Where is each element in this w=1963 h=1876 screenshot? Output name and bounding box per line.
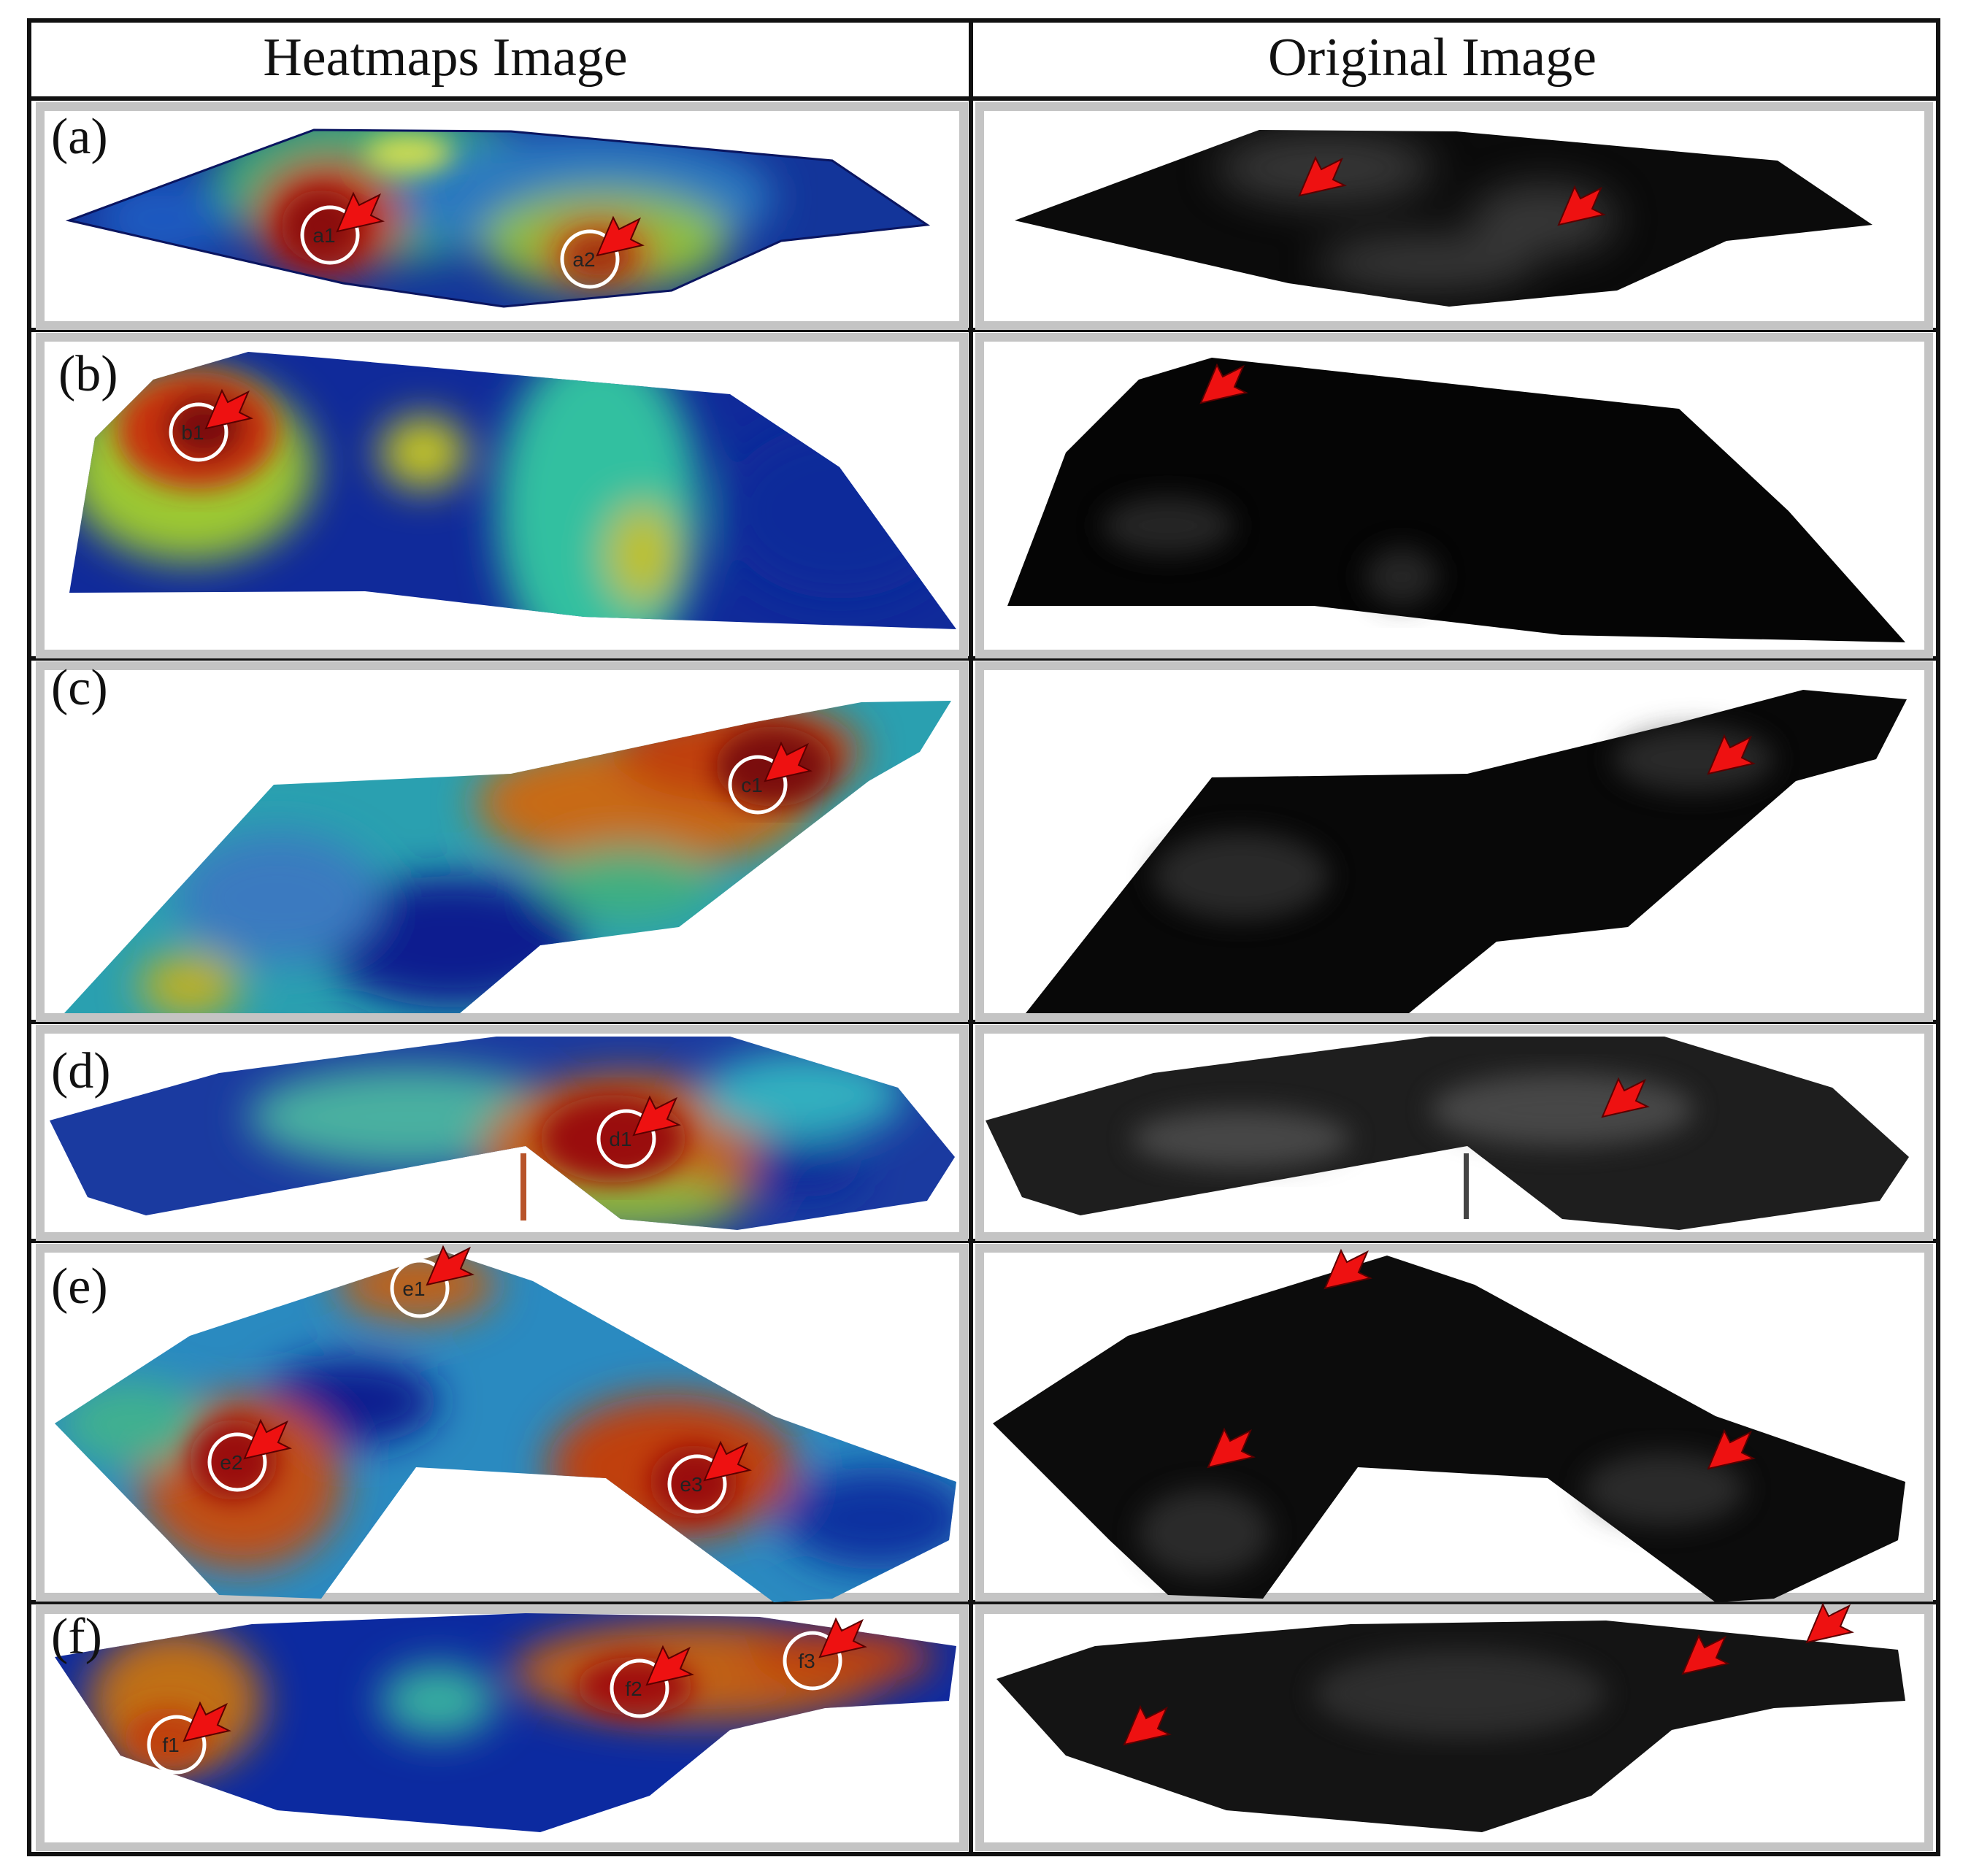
arrow-icon [1298, 155, 1347, 197]
arrow-icon [1207, 1427, 1256, 1469]
arrow-icon [1601, 1077, 1650, 1118]
marker-ring-d1 [596, 1109, 656, 1169]
marker-d1: d1 [596, 1109, 656, 1169]
marker-b1: b1 [169, 402, 228, 462]
arrow-icon [1707, 734, 1756, 775]
heatmap-panel-a [65, 128, 931, 308]
row-label-b: (b) [58, 346, 118, 402]
marker-label-f1: f1 [162, 1734, 179, 1756]
panel-frames [36, 102, 1933, 1851]
heatmap-panel-e [55, 1252, 956, 1602]
row-label-e: (e) [51, 1258, 108, 1315]
marker-a1: a1 [300, 205, 360, 265]
marker-label-f3: f3 [798, 1650, 815, 1672]
arrow-icon [204, 388, 253, 430]
header-heatmaps: Heatmaps Image [263, 28, 627, 88]
arrow-icon [645, 1645, 694, 1686]
row-label-f: (f) [51, 1609, 102, 1665]
arrow-icon [1707, 1429, 1756, 1470]
marker-label-d1: d1 [609, 1128, 631, 1150]
arrow-icon [1805, 1602, 1854, 1644]
marker-e2: e2 [207, 1432, 267, 1492]
marker-e1: e1 [390, 1258, 450, 1318]
marker-f3: f3 [783, 1631, 842, 1691]
arrow-icon [1123, 1704, 1172, 1746]
marker-f1: f1 [147, 1715, 207, 1775]
marker-ring-e1 [390, 1258, 450, 1318]
row-label-c: (c) [51, 660, 108, 716]
original-panel-b [1007, 358, 1905, 642]
marker-ring-b1 [169, 402, 228, 462]
arrow-icon [1199, 363, 1248, 404]
arrow-icon [243, 1418, 292, 1460]
marker-label-f2: f2 [625, 1677, 642, 1700]
marker-ring-e3 [667, 1454, 727, 1514]
marker-e3: e3 [667, 1454, 727, 1514]
marker-label-e3: e3 [680, 1473, 702, 1496]
original-panel-e [993, 1256, 1905, 1602]
heatmap-panel-c [64, 701, 951, 1013]
marker-ring-f3 [783, 1631, 842, 1691]
arrow-icon [703, 1440, 752, 1482]
marker-c1: c1 [728, 755, 788, 815]
arrow-icon [818, 1617, 867, 1658]
arrow-icon [426, 1245, 475, 1286]
marker-ring-a1 [300, 205, 360, 265]
marker-label-b1: b1 [181, 421, 204, 444]
arrow-icon [1557, 185, 1606, 226]
original-panel-f [996, 1621, 1905, 1832]
marker-label-e1: e1 [402, 1277, 425, 1300]
marker-a2: a2 [560, 229, 620, 289]
arrow-icon [183, 1701, 231, 1742]
header-original: Original Image [1268, 28, 1597, 88]
arrow-icon [336, 191, 385, 233]
row-label-a: (a) [51, 109, 108, 165]
marker-label-c1: c1 [741, 774, 763, 796]
marker-label-e2: e2 [220, 1451, 242, 1474]
marker-ring-a2 [560, 229, 620, 289]
original-arrows [1123, 155, 1854, 1746]
heatmap-panel-b [69, 352, 956, 629]
original-panel-d [986, 1037, 1909, 1230]
row-label-d: (d) [51, 1043, 111, 1099]
marker-label-a2: a2 [572, 248, 595, 271]
marker-ring-f1 [147, 1715, 207, 1775]
marker-label-a1: a1 [312, 224, 335, 247]
marker-f2: f2 [610, 1658, 669, 1718]
arrow-icon [632, 1095, 681, 1137]
arrow-icon [1681, 1634, 1730, 1675]
marker-ring-f2 [610, 1658, 669, 1718]
arrow-icon [596, 215, 645, 257]
marker-ring-e2 [207, 1432, 267, 1492]
arrow-icon [764, 741, 813, 783]
marker-ring-c1 [728, 755, 788, 815]
arrow-icon [1324, 1248, 1372, 1290]
original-panel-a [1015, 130, 1872, 307]
heatmap-markers: a1 a2 b1 c1 d1 e1 e2 e3 f1 f2 f3 [147, 191, 867, 1775]
original-panel-c [1026, 690, 1907, 1013]
heatmap-panel-d [50, 1037, 955, 1230]
